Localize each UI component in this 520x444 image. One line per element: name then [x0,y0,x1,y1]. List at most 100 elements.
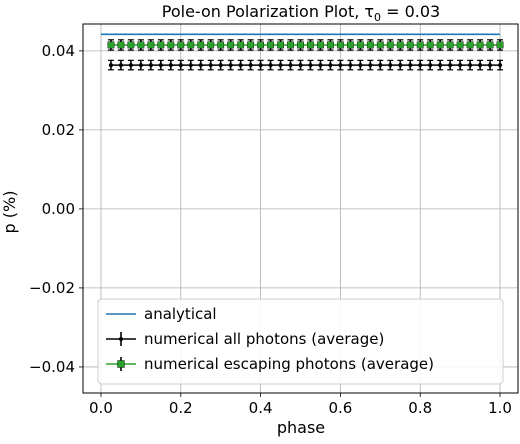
all-photons-marker [308,63,313,68]
escaping-photons-marker [287,41,294,49]
escaping-photons-marker [227,41,235,49]
escaping-photons-marker [456,41,464,49]
all-photons-marker [318,63,323,68]
legend-box [97,298,504,385]
escaping-photons-marker [247,41,255,49]
all-photons-marker [408,63,413,68]
y-tick-label: 0.02 [42,121,75,139]
escaping-photons-marker [317,41,324,49]
chart-title: Pole-on Polarization Plot, τ0 = 0.03 [162,2,440,24]
escaping-photons-marker [237,41,245,49]
all-photons-marker [278,63,283,68]
all-photons-marker [128,63,133,68]
escaping-photons-marker [307,41,314,49]
escaping-photons-legend-marker [117,360,125,368]
escaping-photons-marker [177,41,185,49]
escaping-photons-marker [416,41,424,49]
escaping-photons-marker [446,41,454,49]
escaping-photons-marker [327,41,334,49]
x-tick-label: 1.0 [488,399,512,417]
escaping-photons-marker [277,41,284,49]
all-photons-marker [118,63,123,68]
all-photons-marker [268,63,273,68]
escaping-photons-marker [346,41,354,49]
all-photons-marker [398,63,403,68]
all-photons-marker [488,63,493,68]
all-photons-marker [158,63,163,68]
plot-area: 0.0 0.2 0.4 0.6 0.8 1.0 −0.04 −0.02 0.00 0.02 0.04… [29,23,519,417]
escaping-photons-marker [197,41,205,49]
escaping-photons-marker [406,41,414,49]
escaping-photons-marker [127,41,135,49]
all-photons-marker [218,63,223,68]
all-photons-marker [228,63,233,68]
escaping-photons-marker [207,41,215,49]
all-photons-marker [238,63,243,68]
escaping-photons-marker [376,41,384,49]
all-photons-marker [388,63,393,68]
y-tick-label: −0.02 [29,279,75,297]
escaping-photons-marker [476,41,484,49]
escaping-photons-legend-label: numerical escaping photons (average) [144,355,434,373]
escaping-photons-marker [426,41,434,49]
escaping-photons-marker [496,41,504,49]
all-photons-legend-label: numerical all photons (average) [144,330,384,348]
escaping-photons-marker [366,41,374,49]
y-tick-label: 0.00 [42,200,75,218]
x-tick-label: 0.8 [408,399,432,417]
all-photons-marker [478,63,483,68]
all-photons-marker [328,63,333,68]
x-tick-label: 0.6 [328,399,352,417]
y-tick-label: −0.04 [29,358,75,376]
escaping-photons-marker [167,41,175,49]
all-photons-marker [198,63,203,68]
all-photons-marker [298,63,303,68]
all-photons-marker [438,63,443,68]
escaping-photons-marker [157,41,165,49]
escaping-photons-marker [337,41,344,49]
all-photons-marker [498,63,503,68]
escaping-photons-marker [267,41,274,49]
all-photons-marker [418,63,423,68]
all-photons-marker [448,63,453,68]
escaping-photons-marker [297,41,304,49]
all-photons-marker [288,63,293,68]
analytical-legend-label: analytical [144,305,217,323]
all-photons-marker [178,63,183,68]
escaping-photons-marker [187,41,195,49]
escaping-photons-marker [396,41,404,49]
escaping-photons-marker [257,41,264,49]
x-tick-label: 0.2 [169,399,193,417]
all-photons-marker [348,63,353,68]
all-photons-marker [258,63,263,68]
all-photons-marker [208,63,213,68]
escaping-photons-marker [486,41,494,49]
all-photons-marker [138,63,143,68]
x-tick-label: 0.0 [89,399,113,417]
escaping-photons-marker [107,41,115,49]
escaping-photons-marker [117,41,125,49]
escaping-photons-marker [217,41,225,49]
escaping-photons-marker [386,41,394,49]
all-photons-marker [378,63,383,68]
all-photons-marker [188,63,193,68]
escaping-photons-marker [436,41,444,49]
all-photons-marker [428,63,433,68]
all-photons-marker [338,63,343,68]
all-photons-marker [368,63,373,68]
all-photons-legend-marker [119,337,123,341]
x-tick-label: 0.4 [249,399,273,417]
all-photons-marker [148,63,153,68]
all-photons-marker [168,63,173,68]
escaping-photons-marker [466,41,474,49]
escaping-photons-marker [137,41,145,49]
legend: analytical numerical all photons (average… [97,298,504,385]
y-axis-label: p (%) [0,191,19,234]
axes-frame [82,23,519,394]
y-tick-label: 0.04 [42,42,75,60]
escaping-photons-marker [147,41,155,49]
x-axis-label: phase [277,418,325,437]
all-photons-marker [108,63,113,68]
all-photons-marker [358,63,363,68]
escaping-photons-marker [356,41,364,49]
